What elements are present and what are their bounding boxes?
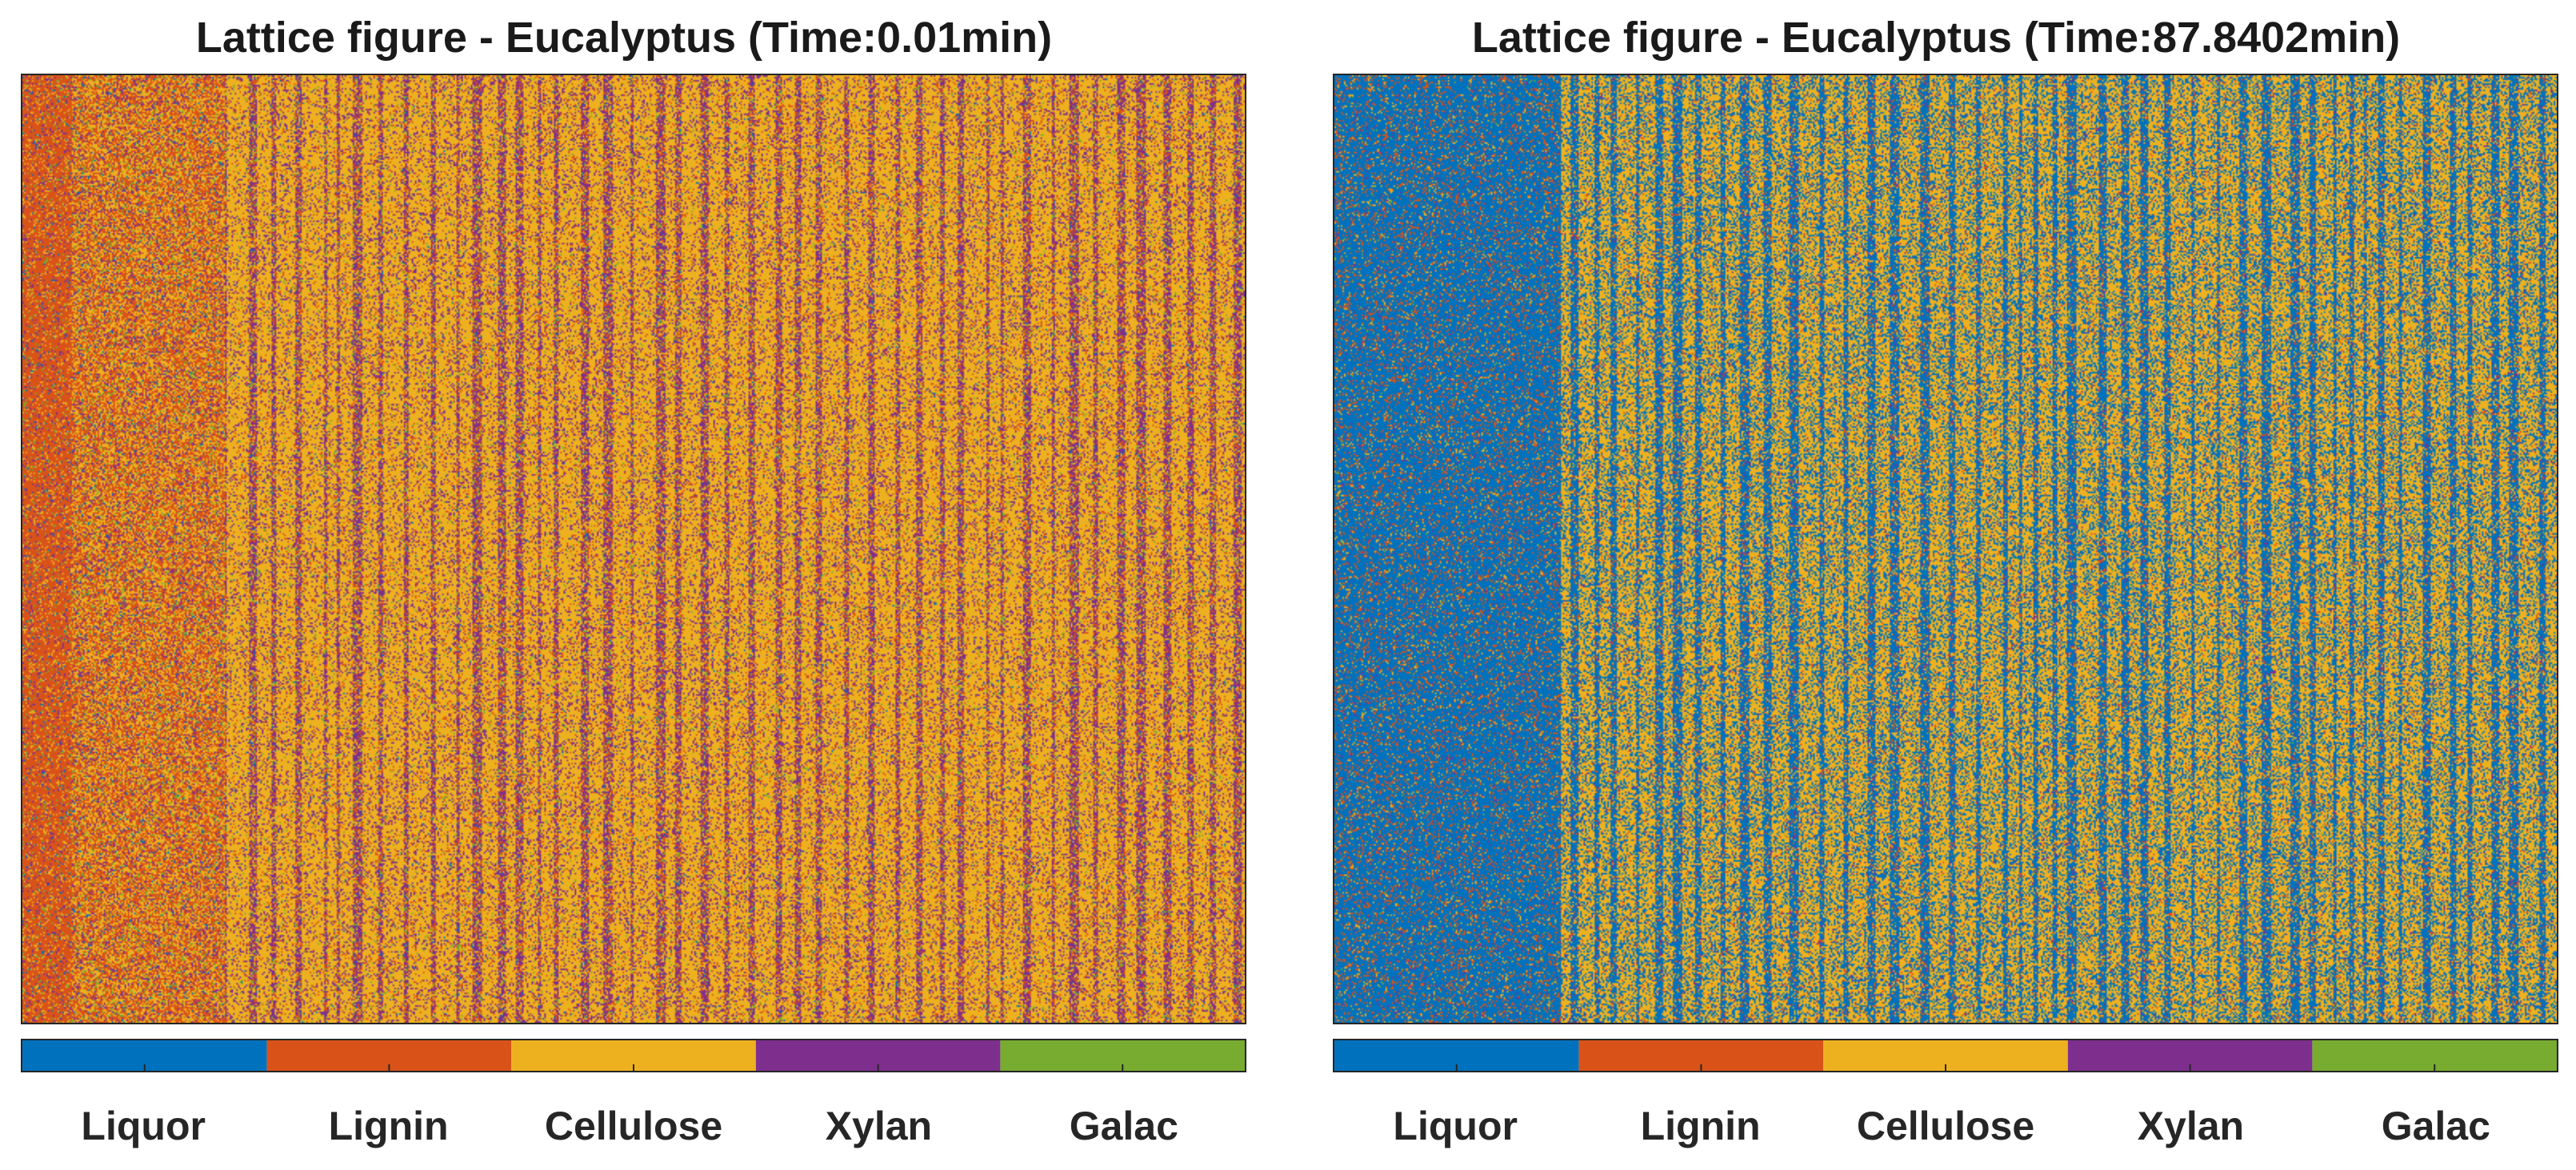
colorbar xyxy=(21,1039,1246,1072)
colorbar-labels: Liquor Lignin Cellulose Xylan Galac xyxy=(1333,1098,2558,1154)
colorbar-label-liquor: Liquor xyxy=(81,1104,206,1148)
colorbar-label-lignin: Lignin xyxy=(1640,1104,1761,1148)
lattice-panel-final: Lattice figure - Eucalyptus (Time:87.840… xyxy=(1312,0,2560,1170)
colorbar-label-galac: Galac xyxy=(2381,1104,2490,1148)
chart-title: Lattice figure - Eucalyptus (Time:87.840… xyxy=(1471,14,2401,62)
colorbar-labels: Liquor Lignin Cellulose Xylan Galac xyxy=(21,1098,1246,1154)
colorbar-label-liquor: Liquor xyxy=(1393,1104,1518,1148)
colorbar-label-lignin: Lignin xyxy=(328,1104,449,1148)
colorbar-label-cellulose: Cellulose xyxy=(1856,1104,2035,1148)
chart-title: Lattice figure - Eucalyptus (Time:0.01mi… xyxy=(195,14,1053,62)
colorbar-label-galac: Galac xyxy=(1069,1104,1178,1148)
colorbar-label-xylan: Xylan xyxy=(2137,1104,2245,1148)
colorbar xyxy=(1333,1039,2558,1072)
colorbar-label-cellulose: Cellulose xyxy=(544,1104,723,1148)
colorbar-label-xylan: Xylan xyxy=(825,1104,933,1148)
lattice-heatmap xyxy=(1333,74,2558,1024)
lattice-panel-initial: Lattice figure - Eucalyptus (Time:0.01mi… xyxy=(0,0,1248,1170)
lattice-heatmap xyxy=(21,74,1246,1024)
